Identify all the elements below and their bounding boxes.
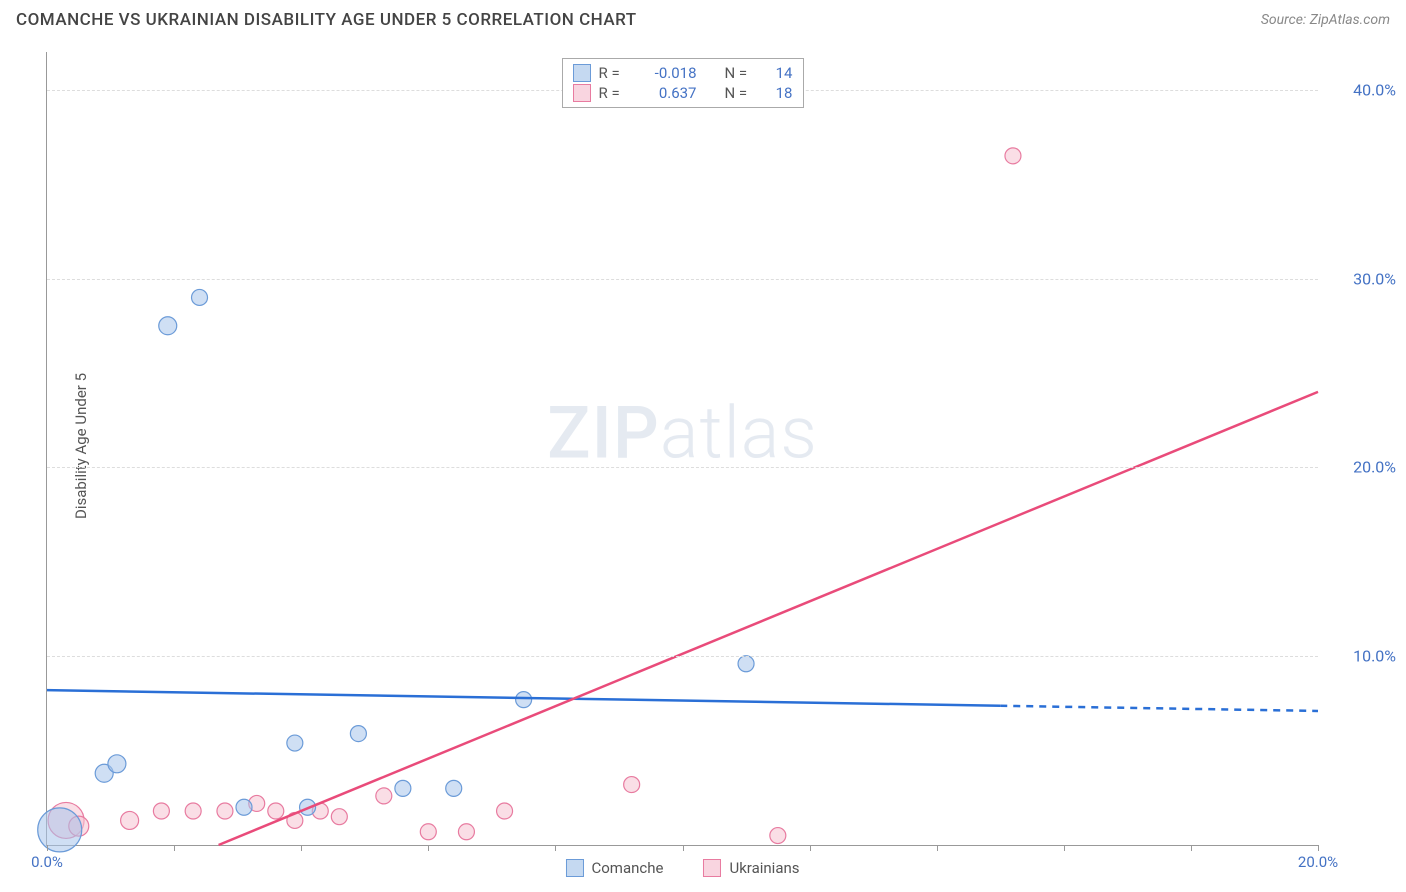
comanche-swatch-icon [565, 859, 583, 877]
x-tick-mark [1191, 845, 1192, 851]
data-point [395, 780, 411, 796]
y-tick-label: 40.0% [1326, 80, 1396, 99]
chart-source: Source: ZipAtlas.com [1261, 12, 1390, 28]
data-point [185, 803, 201, 819]
x-tick-label: 0.0% [31, 853, 63, 871]
chart-header: COMANCHE VS UKRAINIAN DISABILITY AGE UND… [0, 0, 1406, 36]
gridline [47, 656, 1318, 657]
data-point [770, 828, 786, 844]
data-point [497, 803, 513, 819]
data-point [1005, 148, 1021, 164]
chart-plot-area: ZIPatlas R = -0.018 N = 14 R = 0.637 N =… [46, 52, 1318, 846]
data-point [458, 824, 474, 840]
data-point [287, 735, 303, 751]
legend-item-comanche: Comanche [565, 859, 663, 877]
x-tick-mark [428, 845, 429, 851]
data-point [350, 726, 366, 742]
data-point [236, 799, 252, 815]
ukrainians-swatch-icon [703, 859, 721, 877]
data-point [376, 788, 392, 804]
x-tick-mark [1318, 845, 1319, 851]
comanche-trend-line-dashed [1000, 706, 1318, 711]
y-tick-label: 20.0% [1326, 458, 1396, 477]
data-point [121, 811, 139, 829]
series-legend: Comanche Ukrainians [565, 859, 799, 877]
gridline [47, 279, 1318, 280]
x-tick-mark [174, 845, 175, 851]
data-point [420, 824, 436, 840]
scatter-plot-svg [47, 52, 1318, 845]
data-point [217, 803, 233, 819]
y-tick-label: 10.0% [1326, 647, 1396, 666]
data-point [159, 317, 177, 335]
ukrainians-trend-line [219, 392, 1318, 845]
data-point [446, 780, 462, 796]
ukrainians-swatch-icon [573, 84, 591, 102]
x-tick-mark [301, 845, 302, 851]
data-point [268, 803, 284, 819]
chart-title: COMANCHE VS UKRAINIAN DISABILITY AGE UND… [16, 10, 637, 30]
data-point [153, 803, 169, 819]
x-tick-mark [683, 845, 684, 851]
x-tick-mark [810, 845, 811, 851]
x-tick-mark [1064, 845, 1065, 851]
data-point [108, 755, 126, 773]
comanche-swatch-icon [573, 64, 591, 82]
legend-row-comanche: R = -0.018 N = 14 [573, 63, 793, 83]
x-tick-mark [47, 845, 48, 851]
x-tick-mark [555, 845, 556, 851]
legend-item-ukrainians: Ukrainians [703, 859, 799, 877]
gridline [47, 467, 1318, 468]
data-point [192, 289, 208, 305]
data-point [624, 777, 640, 793]
y-tick-label: 30.0% [1326, 269, 1396, 288]
x-tick-mark [937, 845, 938, 851]
legend-row-ukrainians: R = 0.637 N = 18 [573, 83, 793, 103]
data-point [516, 692, 532, 708]
x-tick-label: 20.0% [1298, 853, 1338, 871]
correlation-legend: R = -0.018 N = 14 R = 0.637 N = 18 [562, 58, 804, 108]
data-point [738, 656, 754, 672]
data-point [331, 809, 347, 825]
data-point [38, 808, 82, 852]
